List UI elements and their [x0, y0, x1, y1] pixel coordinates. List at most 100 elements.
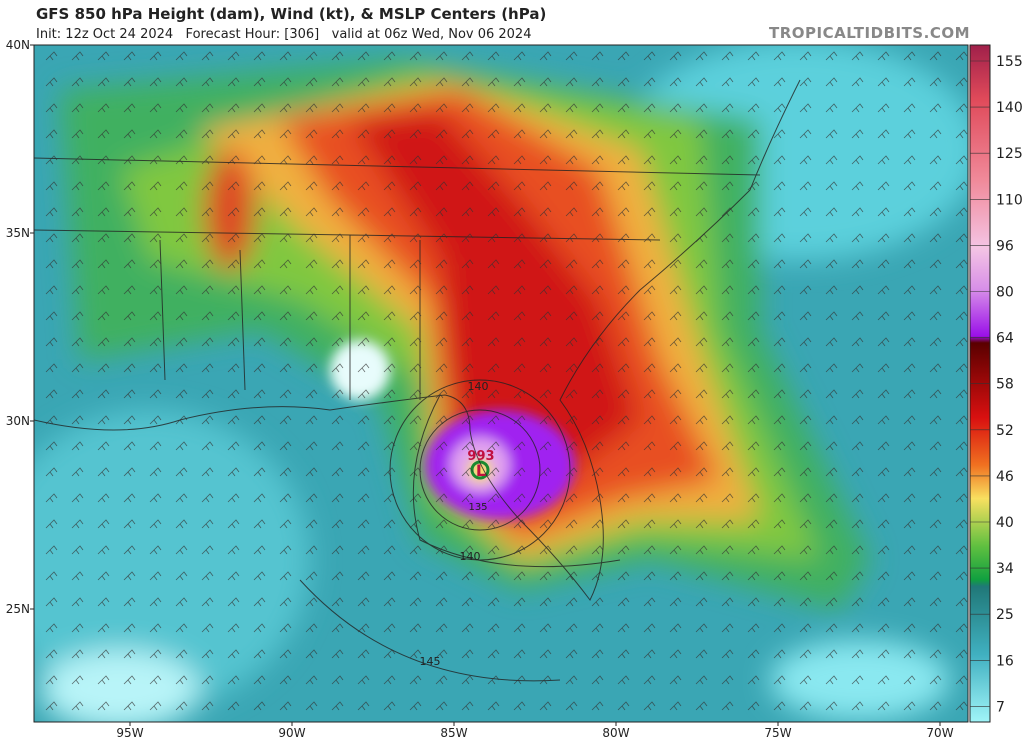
wind-barb — [617, 363, 630, 373]
wind-barb — [877, 545, 890, 555]
wind-barb — [669, 597, 682, 607]
wind-barb — [695, 233, 708, 243]
map-annotation: 993 — [467, 449, 494, 464]
wind-barb — [45, 285, 58, 295]
wind-barb — [773, 259, 786, 269]
colorbar-label: 52 — [996, 423, 1014, 439]
wind-barb — [357, 571, 370, 581]
wind-barb — [383, 701, 396, 711]
wind-barb — [409, 389, 422, 399]
wind-barb — [539, 51, 552, 61]
wind-barb — [565, 77, 578, 87]
wind-barb — [903, 259, 916, 269]
wind-barb — [721, 597, 734, 607]
wind-barb — [773, 441, 786, 451]
wind-barb — [97, 467, 110, 477]
wind-barb — [903, 103, 916, 113]
wind-barb — [591, 571, 604, 581]
wind-barb — [383, 155, 396, 165]
wind-barb — [409, 597, 422, 607]
wind-barb — [435, 233, 448, 243]
wind-barb — [877, 623, 890, 633]
colorbar-label: 25 — [996, 607, 1014, 623]
wind-barb — [227, 493, 240, 503]
wind-barb — [825, 545, 838, 555]
wind-barb — [123, 285, 136, 295]
wind-barb — [565, 337, 578, 347]
wind-barb — [487, 51, 500, 61]
wind-barb — [903, 597, 916, 607]
wind-barb — [643, 675, 656, 685]
wind-barb — [929, 389, 942, 399]
wind-barb — [747, 701, 760, 711]
wind-barb — [903, 77, 916, 87]
wind-barb — [201, 519, 214, 529]
wind-barb — [747, 311, 760, 321]
wind-barb — [851, 233, 864, 243]
wind-barb — [97, 363, 110, 373]
wind-barb — [487, 181, 500, 191]
wind-barb — [357, 337, 370, 347]
wind-barb — [617, 571, 630, 581]
wind-barb — [591, 649, 604, 659]
wind-barb — [799, 597, 812, 607]
wind-barb — [539, 77, 552, 87]
wind-barb — [201, 181, 214, 191]
wind-barb — [227, 155, 240, 165]
wind-barb — [539, 181, 552, 191]
wind-barb — [409, 285, 422, 295]
wind-barb — [331, 155, 344, 165]
wind-barb — [825, 233, 838, 243]
wind-barb — [799, 649, 812, 659]
wind-barb — [591, 77, 604, 87]
wind-barb — [669, 467, 682, 477]
colorbar-label: 58 — [996, 377, 1014, 393]
wind-barb — [409, 493, 422, 503]
wind-barb — [227, 363, 240, 373]
wind-barb — [643, 467, 656, 477]
wind-barb — [45, 519, 58, 529]
wind-barb — [747, 545, 760, 555]
wind-barb — [383, 467, 396, 477]
wind-barb — [669, 77, 682, 87]
wind-barb — [851, 51, 864, 61]
wind-barb — [903, 311, 916, 321]
wind-barb — [435, 337, 448, 347]
wind-barb — [799, 519, 812, 529]
wind-barb — [721, 675, 734, 685]
wind-barb — [253, 129, 266, 139]
wind-barb — [357, 311, 370, 321]
wind-barb — [383, 103, 396, 113]
wind-barb — [461, 51, 474, 61]
wind-barb — [955, 649, 968, 659]
wind-barb — [123, 441, 136, 451]
wind-barb — [565, 155, 578, 165]
wind-barb — [487, 207, 500, 217]
wind-barb — [955, 415, 968, 425]
wind-barb — [435, 623, 448, 633]
wind-barb — [955, 519, 968, 529]
wind-barb — [305, 441, 318, 451]
wind-barb — [123, 467, 136, 477]
wind-barb — [747, 467, 760, 477]
wind-barb — [591, 155, 604, 165]
wind-barb — [149, 181, 162, 191]
wind-barb — [123, 51, 136, 61]
wind-barb — [617, 389, 630, 399]
wind-barb — [773, 51, 786, 61]
wind-barb — [97, 51, 110, 61]
wind-barb — [383, 675, 396, 685]
wind-barb — [539, 701, 552, 711]
wind-barb — [45, 493, 58, 503]
wind-barb — [825, 675, 838, 685]
wind-barb — [331, 701, 344, 711]
wind-barb — [123, 519, 136, 529]
wind-barb — [71, 675, 84, 685]
wind-barb — [331, 207, 344, 217]
wind-barb — [851, 103, 864, 113]
wind-barb — [123, 597, 136, 607]
wind-barb — [617, 493, 630, 503]
wind-barb — [513, 493, 526, 503]
wind-barb — [435, 103, 448, 113]
